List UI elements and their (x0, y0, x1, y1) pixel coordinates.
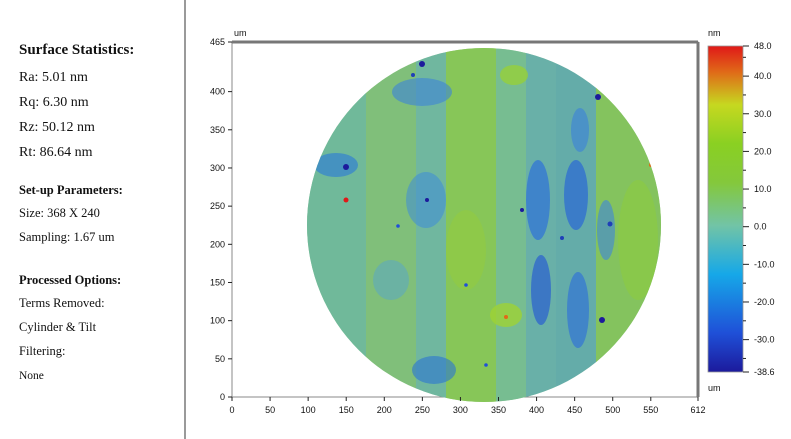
size-value: Size: 368 X 240 (19, 206, 100, 220)
colorbar-unit-bottom: um (708, 383, 721, 393)
colorbar-tick-label: 30.0 (754, 109, 772, 119)
y-tick-label: 400 (210, 87, 225, 97)
x-tick-label: 300 (453, 405, 468, 415)
y-tick-label: 350 (210, 125, 225, 135)
colorbar (707, 45, 744, 373)
surface-statistics-heading: Surface Statistics: (19, 42, 135, 58)
x-axis: 0 50 100 150 200 250 300 350 400 450 500 550 612 (229, 397, 706, 415)
colorbar-unit-top: nm (708, 28, 721, 38)
y-axis-unit: um (234, 28, 247, 38)
filtering-value: None (19, 370, 44, 382)
y-tick-label: 200 (210, 239, 225, 249)
x-tick-label: 350 (491, 405, 506, 415)
colorbar-tick-label: 20.0 (754, 146, 772, 156)
surface-map-plot: um nm um 0 50 100 150 200 250 300 350 400 450 500 5… (210, 28, 775, 415)
x-tick-label: 150 (339, 405, 354, 415)
colorbar-axis: 48.0 40.0 30.0 20.0 10.0 0.0 -10.0 -20.0 -30.0 -3… (743, 41, 775, 377)
x-tick-label: 450 (567, 405, 582, 415)
x-tick-label: 400 (529, 405, 544, 415)
rq-value: Rq: 6.30 nm (19, 95, 89, 110)
rt-value: Rt: 86.64 nm (19, 145, 93, 160)
colorbar-tick-label: -10.0 (754, 259, 775, 269)
colorbar-tick-label: 40.0 (754, 71, 772, 81)
statistics-panel: Surface Statistics: Ra: 5.01 nm Rq: 6.30… (0, 0, 186, 439)
processed-options-heading: Processed Options: (19, 273, 122, 287)
colorbar-tick-label: 0.0 (754, 222, 767, 232)
rz-value: Rz: 50.12 nm (19, 120, 95, 135)
colorbar-tick-label: -20.0 (754, 297, 775, 307)
setup-parameters-heading: Set-up Parameters: (19, 183, 123, 197)
x-tick-label: 200 (377, 405, 392, 415)
x-tick-label: 100 (301, 405, 316, 415)
x-tick-label: 0 (229, 405, 234, 415)
y-tick-label: 150 (210, 277, 225, 287)
y-tick-label: 0 (220, 392, 225, 402)
y-tick-label: 300 (210, 163, 225, 173)
y-tick-label: 50 (215, 354, 225, 364)
colorbar-min-label: -38.6 (754, 367, 775, 377)
ra-value: Ra: 5.01 nm (19, 70, 88, 85)
filtering-label: Filtering: (19, 344, 66, 358)
y-tick-label: 465 (210, 37, 225, 47)
y-tick-label: 250 (210, 201, 225, 211)
x-tick-label: 250 (415, 405, 430, 415)
colorbar-max-label: 48.0 (754, 41, 772, 51)
terms-removed-label: Terms Removed: (19, 296, 105, 310)
x-tick-label: 500 (605, 405, 620, 415)
sampling-value: Sampling: 1.67 um (19, 230, 115, 244)
colorbar-tick-label: 10.0 (754, 184, 772, 194)
colorbar-tick-label: -30.0 (754, 335, 775, 345)
x-tick-label: 50 (265, 405, 275, 415)
x-tick-label: 612 (690, 405, 705, 415)
x-tick-label: 550 (643, 405, 658, 415)
terms-removed-value: Cylinder & Tilt (19, 320, 97, 334)
y-axis: 0 50 100 150 200 250 300 350 400 465 (210, 37, 232, 402)
y-tick-label: 100 (210, 316, 225, 326)
